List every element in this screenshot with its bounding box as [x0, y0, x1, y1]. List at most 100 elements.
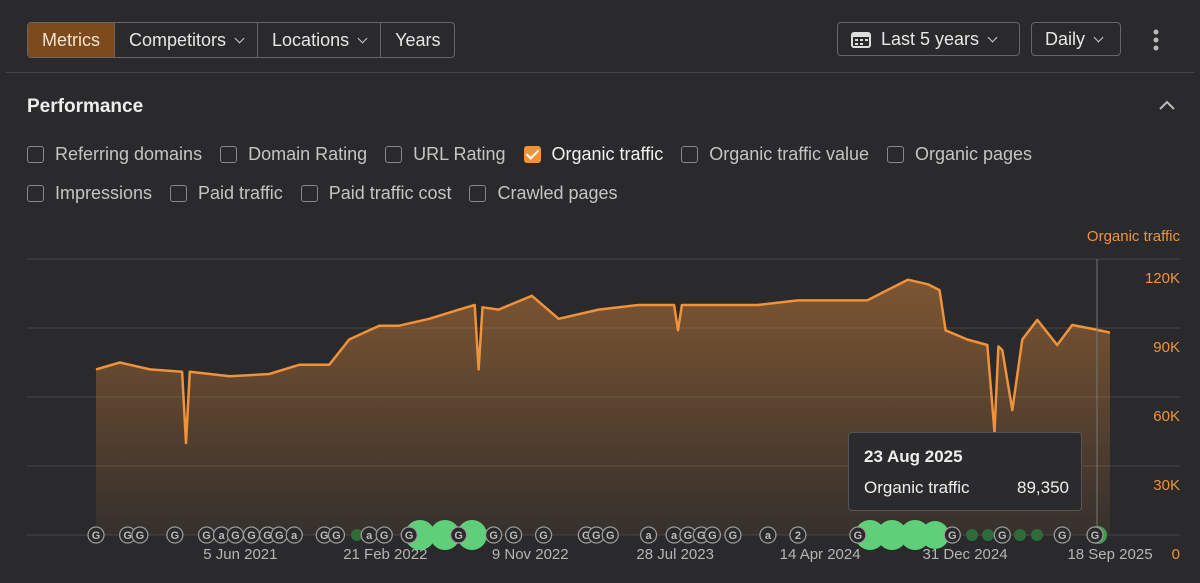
- metric-option[interactable]: URL Rating: [385, 144, 506, 165]
- annotation-marker: [943, 526, 961, 544]
- metric-option[interactable]: Paid traffic cost: [300, 183, 452, 204]
- annotation-label: G: [948, 530, 957, 542]
- annotation-label: 2: [795, 530, 801, 542]
- tooltip: 23 Aug 2025 Organic traffic 89,350: [848, 432, 1082, 511]
- annotation-label: a: [671, 530, 678, 542]
- metric-label: Paid traffic cost: [328, 183, 452, 203]
- interval-button[interactable]: Daily: [1031, 22, 1121, 56]
- event-dot: [982, 529, 994, 541]
- tab[interactable]: Competitors: [114, 23, 257, 57]
- annotation-label: G: [489, 530, 498, 542]
- annotation-marker: [849, 526, 867, 544]
- dropdown-icon: [234, 33, 245, 43]
- annotation-label: G: [405, 530, 414, 542]
- annotation-marker: [679, 526, 697, 544]
- annotation-marker: [484, 526, 503, 544]
- annotation-marker: [360, 526, 378, 544]
- dropdown-icon: [1093, 32, 1104, 42]
- more-menu[interactable]: [1148, 28, 1164, 52]
- annotation-marker: [759, 526, 777, 544]
- event-dot: [921, 521, 949, 549]
- annotation-label: G: [332, 530, 341, 542]
- section-title: Performance: [27, 96, 144, 117]
- metric-label: Domain Rating: [248, 144, 368, 164]
- axis-title: Organic traffic: [1087, 228, 1181, 245]
- tab-label: Locations: [272, 30, 350, 50]
- metric-option[interactable]: Crawled pages: [469, 183, 618, 204]
- tab-group: Metrics Competitors Locations Years: [27, 22, 456, 58]
- x-tick-label: 28 Jul 2023: [636, 546, 714, 563]
- annotation-marker: [601, 526, 619, 544]
- annotation-marker: [242, 526, 261, 544]
- event-dot: [457, 520, 487, 550]
- annotation-label: G: [1058, 530, 1067, 542]
- annotation-label: G: [123, 530, 132, 542]
- x-tick-label: 21 Feb 2022: [343, 546, 427, 563]
- event-dot: [430, 520, 460, 550]
- event-markers: [351, 520, 1107, 550]
- event-dot: [1031, 529, 1043, 541]
- annotation-label: G: [320, 530, 329, 542]
- annotation-marker: [226, 526, 245, 544]
- annotation-marker: [587, 526, 605, 544]
- annotation-label: G: [247, 530, 256, 542]
- checkbox[interactable]: [27, 146, 44, 163]
- event-dot: [1089, 526, 1107, 544]
- x-tick-label: 31 Dec 2024: [923, 546, 1008, 563]
- collapse-icon[interactable]: [1158, 98, 1176, 112]
- annotation-label: G: [592, 530, 601, 542]
- checkbox[interactable]: [469, 185, 487, 202]
- tooltip-title: 23 Aug 2025: [864, 447, 963, 466]
- metric-label: Paid traffic: [198, 183, 283, 203]
- annotation-marker: [703, 526, 722, 544]
- dropdown-icon: [357, 33, 368, 43]
- calendar-icon: [851, 32, 871, 48]
- annotation-marker: [197, 526, 216, 544]
- checkbox[interactable]: [170, 185, 188, 202]
- checkbox[interactable]: [300, 185, 318, 202]
- annotation-marker: [119, 526, 137, 544]
- checkbox[interactable]: [27, 185, 44, 202]
- metric-label: Crawled pages: [497, 183, 618, 203]
- tab[interactable]: Locations: [257, 23, 380, 57]
- tab-label: Years: [395, 30, 441, 50]
- metric-option[interactable]: Organic pages: [886, 144, 1033, 165]
- metric-label: Impressions: [55, 183, 153, 203]
- annotation-marker: [789, 526, 807, 544]
- tooltip-label: Organic traffic: [864, 478, 970, 497]
- metric-option[interactable]: Domain Rating: [220, 144, 367, 165]
- annotation-marker: [449, 526, 468, 544]
- range-button[interactable]: Last 5 years: [837, 22, 1020, 56]
- annotation-marker: [577, 526, 595, 544]
- checkbox[interactable]: [681, 146, 699, 163]
- checkbox[interactable]: [385, 146, 403, 163]
- metric-label: Organic traffic value: [709, 144, 869, 164]
- event-dot: [966, 529, 978, 541]
- tab[interactable]: Metrics: [28, 23, 114, 57]
- annotation-marker: [87, 526, 105, 544]
- metric-option[interactable]: Referring domains: [27, 144, 202, 165]
- checkbox[interactable]: [523, 146, 541, 163]
- annotation-label: G: [539, 530, 548, 542]
- metric-label: Referring domains: [55, 144, 203, 164]
- y-tick-label: 60K: [1153, 408, 1180, 425]
- checkbox[interactable]: [220, 146, 238, 163]
- metric-option[interactable]: Organic traffic: [523, 144, 663, 165]
- y-tick-label: 90K: [1153, 339, 1180, 356]
- metric-label: Organic pages: [914, 144, 1033, 164]
- annotation-label: G: [454, 530, 463, 542]
- metric-option[interactable]: Organic traffic value: [681, 144, 869, 165]
- annotation-marker: [212, 526, 231, 544]
- tab[interactable]: Years: [380, 23, 454, 57]
- annotation-marker: [327, 526, 346, 544]
- annotation-label: G: [606, 530, 615, 542]
- metric-option[interactable]: Impressions: [27, 183, 152, 204]
- annotation-label: a: [645, 530, 652, 542]
- metric-option[interactable]: Paid traffic: [170, 183, 283, 204]
- annotation-marker: [315, 526, 333, 544]
- annotation-label: G: [92, 530, 101, 542]
- annotation-marker: [285, 526, 303, 544]
- annotation-label: G: [202, 530, 211, 542]
- checkbox[interactable]: [886, 146, 904, 163]
